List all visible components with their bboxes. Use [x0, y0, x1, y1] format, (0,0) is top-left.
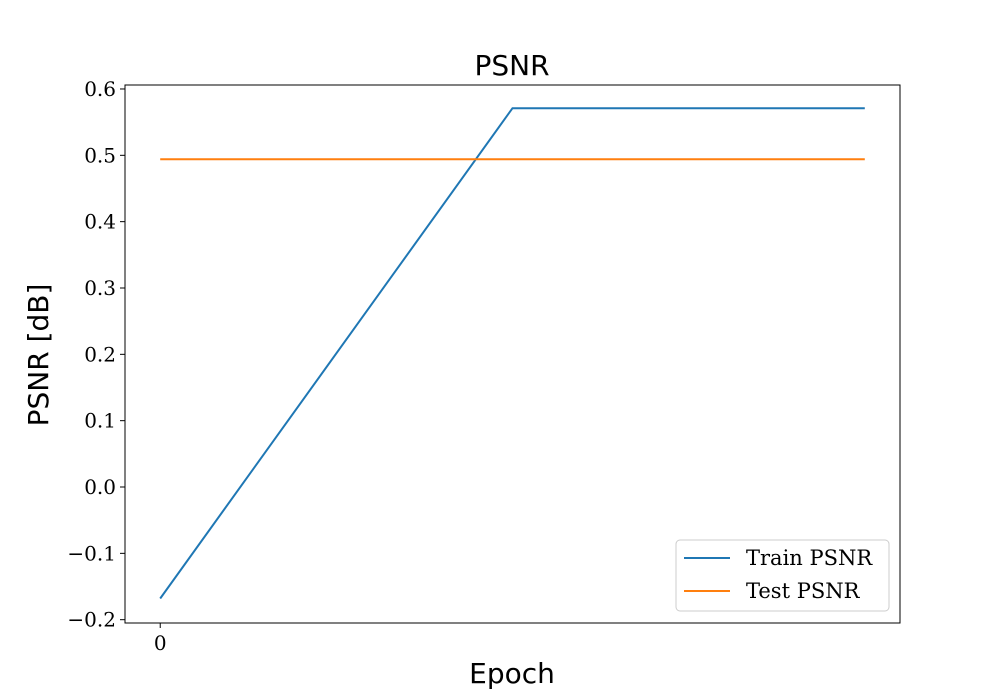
- plot-area: −0.2 −0.1 0.0 0.1 0.2 0.3 0.4 0.5 0.6 0 Train PSNR…: [67, 77, 901, 655]
- y-tick-label: 0.4: [84, 210, 116, 234]
- y-axis-label: PSNR [dB]: [22, 284, 55, 427]
- y-tick-label: 0.6: [84, 77, 116, 101]
- y-tick-label: 0.5: [84, 143, 116, 167]
- legend-label: Train PSNR: [746, 546, 873, 570]
- y-tick-label: −0.2: [67, 608, 116, 632]
- y-tick-label: 0.0: [84, 475, 116, 499]
- y-tick-label: 0.3: [84, 276, 116, 300]
- series-line-train-psnr: [159, 107, 865, 600]
- y-tick-label: 0.1: [84, 409, 116, 433]
- y-tick-label: 0.2: [84, 342, 116, 366]
- x-axis-label: Epoch: [469, 657, 555, 690]
- y-tick-label: −0.1: [67, 541, 116, 565]
- chart-title: PSNR: [474, 49, 549, 82]
- x-tick-label: 0: [154, 631, 167, 655]
- legend-label: Test PSNR: [746, 579, 861, 603]
